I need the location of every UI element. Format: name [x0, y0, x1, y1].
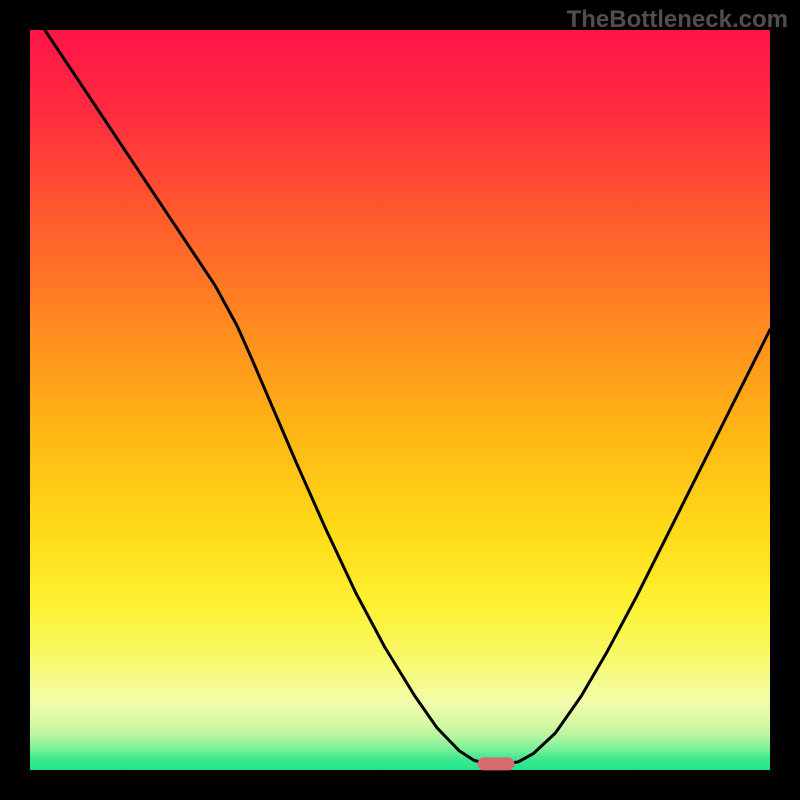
curve-layer	[30, 30, 770, 770]
plot-area	[30, 30, 770, 770]
optimum-marker	[478, 757, 515, 770]
bottleneck-curve	[45, 30, 770, 764]
chart-container: TheBottleneck.com	[0, 0, 800, 800]
watermark-text: TheBottleneck.com	[567, 6, 788, 34]
